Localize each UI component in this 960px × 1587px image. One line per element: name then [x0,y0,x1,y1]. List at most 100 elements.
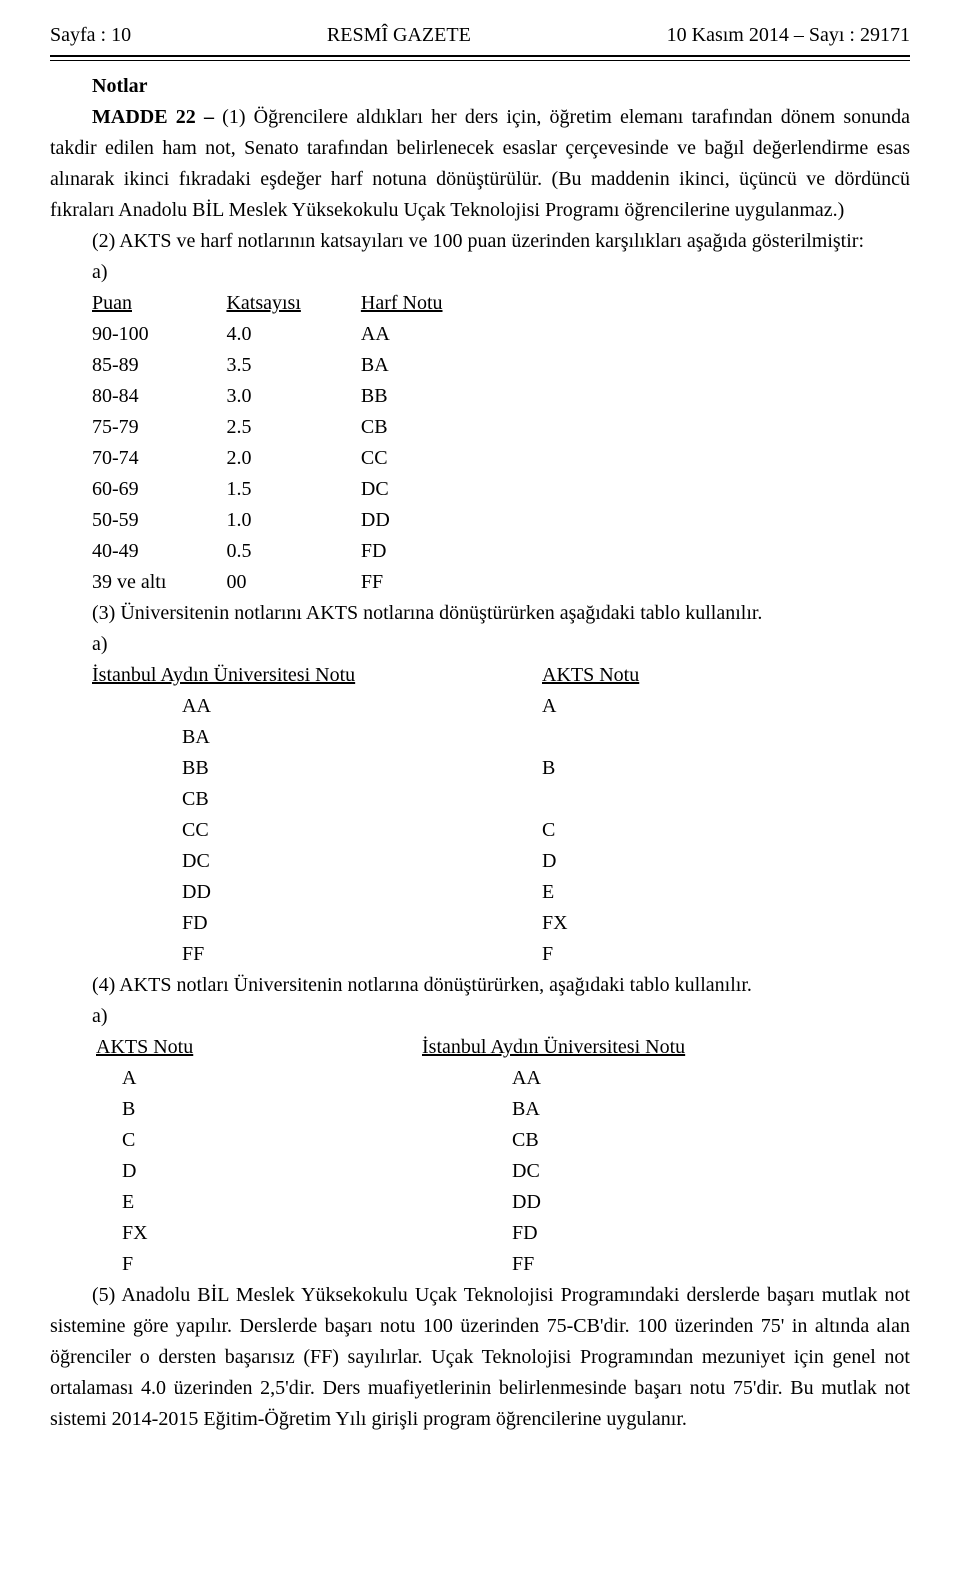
th-katsayi: Katsayısı [226,288,360,319]
cell-puan: 90-100 [92,319,226,350]
table-header-row: AKTS Notu İstanbul Aydın Üniversitesi No… [92,1032,685,1063]
table-row: 40-49 0.5 FD [92,536,503,567]
cell-c2: FF [422,1249,685,1280]
th-harf: Harf Notu [361,288,503,319]
cell-katsayi: 4.0 [226,319,360,350]
table-row: F FF [92,1249,685,1280]
madde22-lead: MADDE 22 – [92,106,222,128]
p3: (3) Üniversitenin notlarını AKTS notları… [50,598,910,629]
th-iau: İstanbul Aydın Üniversitesi Notu [92,660,502,691]
cell-c2: B [502,753,639,784]
cell-c1: A [92,1063,422,1094]
cell-c2: CB [422,1125,685,1156]
table-row: 70-74 2.0 CC [92,443,503,474]
notlar-title: Notlar [92,71,910,102]
table-row: DC D [92,846,639,877]
header-right: 10 Kasım 2014 – Sayı : 29171 [667,20,910,51]
cell-puan: 40-49 [92,536,226,567]
cell-harf: BA [361,350,503,381]
cell-katsayi: 2.0 [226,443,360,474]
table-header-row: İstanbul Aydın Üniversitesi Notu AKTS No… [92,660,639,691]
cell-harf: DD [361,505,503,536]
cell-c2: A [502,691,639,722]
cell-c1: FD [92,908,502,939]
cell-c1: C [92,1125,422,1156]
conversion-table-2: AKTS Notu İstanbul Aydın Üniversitesi No… [92,1032,685,1280]
cell-c1: E [92,1187,422,1218]
conversion-table-1: İstanbul Aydın Üniversitesi Notu AKTS No… [92,660,639,970]
cell-c1: FF [92,939,502,970]
cell-c2: E [502,877,639,908]
table-row: BB B [92,753,639,784]
cell-katsayi: 1.0 [226,505,360,536]
cell-c1: CB [92,784,502,815]
th-iau: İstanbul Aydın Üniversitesi Notu [422,1032,685,1063]
cell-puan: 50-59 [92,505,226,536]
table-row: 90-100 4.0 AA [92,319,503,350]
table-row: 75-79 2.5 CB [92,412,503,443]
table-row: CC C [92,815,639,846]
cell-c1: B [92,1094,422,1125]
p2-intro: (2) AKTS ve harf notlarının katsayıları … [50,226,910,257]
cell-katsayi: 1.5 [226,474,360,505]
cell-puan: 85-89 [92,350,226,381]
table-row: A AA [92,1063,685,1094]
cell-c2: FX [502,908,639,939]
table-row: B BA [92,1094,685,1125]
cell-puan: 80-84 [92,381,226,412]
cell-c2: FD [422,1218,685,1249]
header-left: Sayfa : 10 [50,20,131,51]
table-row: D DC [92,1156,685,1187]
cell-c1: FX [92,1218,422,1249]
table-row: FD FX [92,908,639,939]
table-row: 80-84 3.0 BB [92,381,503,412]
table-row: BA [92,722,639,753]
cell-katsayi: 0.5 [226,536,360,567]
cell-c1: DD [92,877,502,908]
table-row: AA A [92,691,639,722]
table-row: 39 ve altı 00 FF [92,567,503,598]
cell-katsayi: 2.5 [226,412,360,443]
page-header: Sayfa : 10 RESMÎ GAZETE 10 Kasım 2014 – … [50,20,910,55]
table-header-row: Puan Katsayısı Harf Notu [92,288,503,319]
table-row: FX FD [92,1218,685,1249]
cell-c2: BA [422,1094,685,1125]
cell-harf: CB [361,412,503,443]
cell-harf: FD [361,536,503,567]
cell-katsayi: 3.5 [226,350,360,381]
cell-puan: 75-79 [92,412,226,443]
cell-c1: F [92,1249,422,1280]
cell-puan: 60-69 [92,474,226,505]
cell-c1: D [92,1156,422,1187]
cell-c1: AA [92,691,502,722]
cell-c2 [502,784,639,815]
table-row: C CB [92,1125,685,1156]
th-puan: Puan [92,288,226,319]
table-row: FF F [92,939,639,970]
cell-c2: F [502,939,639,970]
a-label-3: a) [50,1001,910,1032]
th-akts: AKTS Notu [92,1032,422,1063]
table-row: 50-59 1.0 DD [92,505,503,536]
th-akts: AKTS Notu [502,660,639,691]
p5: (5) Anadolu BİL Meslek Yüksekokulu Uçak … [50,1280,910,1435]
cell-katsayi: 3.0 [226,381,360,412]
header-center: RESMÎ GAZETE [327,20,471,51]
cell-c1: BA [92,722,502,753]
cell-c2: DD [422,1187,685,1218]
cell-harf: BB [361,381,503,412]
p4: (4) AKTS notları Üniversitenin notlarına… [50,970,910,1001]
cell-c1: BB [92,753,502,784]
cell-harf: FF [361,567,503,598]
cell-c2: AA [422,1063,685,1094]
cell-c1: CC [92,815,502,846]
cell-c1: DC [92,846,502,877]
cell-puan: 70-74 [92,443,226,474]
table-row: DD E [92,877,639,908]
cell-katsayi: 00 [226,567,360,598]
cell-puan: 39 ve altı [92,567,226,598]
table-row: CB [92,784,639,815]
cell-harf: AA [361,319,503,350]
cell-harf: DC [361,474,503,505]
table-row: E DD [92,1187,685,1218]
